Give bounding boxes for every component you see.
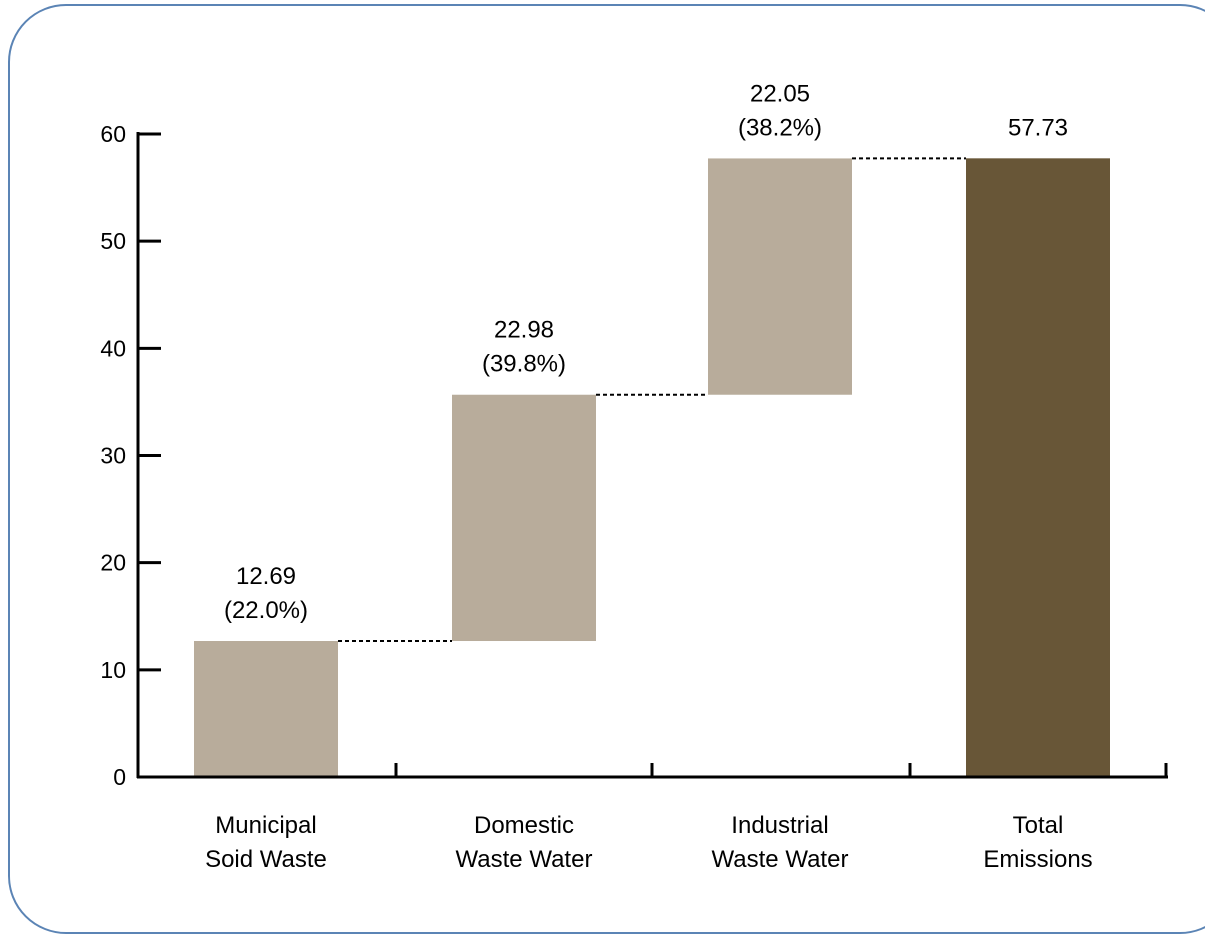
category-label-2: Domestic Waste Water bbox=[456, 812, 593, 873]
bar-3 bbox=[708, 158, 852, 395]
data-label-line: 22.98 bbox=[494, 317, 554, 344]
y-tick-label-10: 10 bbox=[100, 657, 126, 683]
data-label-line: (39.8%) bbox=[482, 351, 566, 378]
category-label-line: Emissions bbox=[983, 846, 1092, 873]
category-label-1: Municipal Soid Waste bbox=[205, 812, 327, 873]
data-label-line: (38.2%) bbox=[738, 114, 822, 141]
total-bar bbox=[966, 158, 1110, 777]
data-label-line: 22.05 bbox=[750, 80, 810, 107]
bar-1 bbox=[194, 641, 338, 777]
labels-layer: 0 10 20 30 40 50 60 Municipal Soid Waste Domestic… bbox=[100, 80, 1092, 873]
waterfall-chart: 0 10 20 30 40 50 60 Municipal Soid Waste Domestic… bbox=[100, 80, 1168, 873]
y-tick-label-50: 50 bbox=[100, 228, 126, 254]
category-label-3: Industrial Waste Water bbox=[712, 812, 849, 873]
axes-layer bbox=[136, 132, 1168, 779]
category-label-4: Total Emissions bbox=[983, 812, 1092, 873]
y-tick-label-20: 20 bbox=[100, 550, 126, 576]
y-tick-label-40: 40 bbox=[100, 335, 126, 361]
category-label-line: Waste Water bbox=[456, 846, 593, 873]
data-label-line: (22.0%) bbox=[224, 597, 308, 624]
y-tick-label-0: 0 bbox=[113, 764, 126, 790]
category-label-line: Domestic bbox=[474, 812, 574, 839]
data-label-2: 22.98 (39.8%) bbox=[482, 317, 566, 378]
category-label-line: Municipal bbox=[215, 812, 316, 839]
category-label-line: Total bbox=[1013, 812, 1064, 839]
bar-2 bbox=[452, 394, 596, 642]
category-label-line: Soid Waste bbox=[205, 846, 327, 873]
connectors-layer bbox=[338, 157, 966, 643]
data-label-1: 12.69 (22.0%) bbox=[224, 563, 308, 624]
bars-layer bbox=[194, 158, 1110, 777]
y-tick-label-60: 60 bbox=[100, 121, 126, 147]
data-label-4: 57.73 bbox=[1008, 114, 1068, 141]
y-tick-label-30: 30 bbox=[100, 443, 126, 469]
data-label-line: 12.69 bbox=[236, 563, 296, 590]
data-label-line: 57.73 bbox=[1008, 114, 1068, 141]
category-label-line: Industrial bbox=[731, 812, 828, 839]
category-label-line: Waste Water bbox=[712, 846, 849, 873]
data-label-3: 22.05 (38.2%) bbox=[738, 80, 822, 141]
